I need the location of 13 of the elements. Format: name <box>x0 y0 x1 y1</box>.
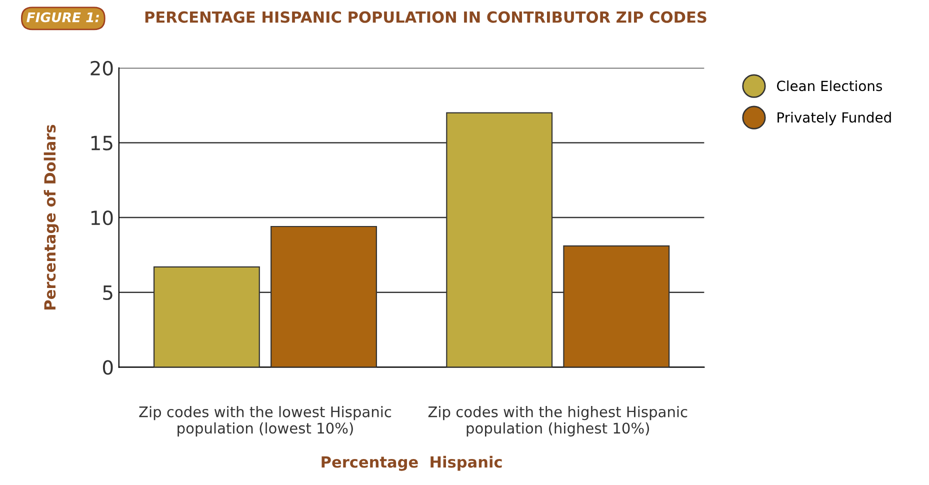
y-tick-label: 10 <box>91 210 113 226</box>
y-tick-label: 5 <box>103 286 112 300</box>
caption: FIGURE 1: <box>26 12 100 22</box>
y-tick-label: 0 <box>102 360 113 375</box>
x-tick-label: Zip codes with the lowest Hispanic population (lowest 10%) <box>139 406 392 436</box>
x-axis-title: Percentage Hispanic <box>322 456 502 471</box>
chart-title: PERCENTAGE HISPANIC POPULATION IN CONTRIBUTOR ZIP CODES <box>145 11 706 23</box>
x-tick-label: Zip codes with the highest Hispanic population (highest 10%) <box>428 406 688 436</box>
y-tick-label: 15 <box>91 136 112 150</box>
y-tick-label: 20 <box>90 60 113 76</box>
legend-label: Clean Elections <box>776 80 882 92</box>
legend-label: Privately Funded <box>778 112 891 126</box>
y-axis-title: Percentage of Dollars <box>44 124 59 310</box>
